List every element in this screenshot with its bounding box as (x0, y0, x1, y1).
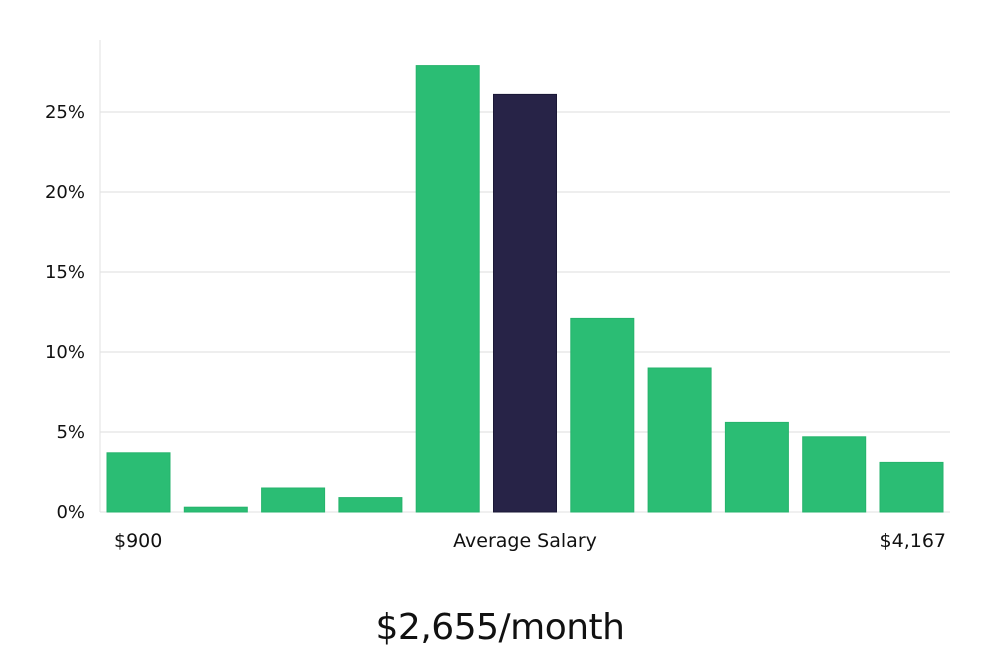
x-axis-labels: $900 Average Salary $4,167 (114, 530, 946, 552)
bar (415, 65, 480, 513)
x-label-min: $900 (114, 530, 162, 552)
y-tick-label: 0% (56, 502, 85, 523)
y-tick-label: 25% (45, 102, 85, 123)
x-label-max: $4,167 (880, 530, 946, 552)
y-tick-label: 20% (45, 182, 85, 203)
bar (879, 461, 944, 513)
bars (106, 65, 944, 513)
bar (570, 317, 635, 513)
bar (647, 367, 712, 513)
y-tick-label: 15% (45, 262, 85, 283)
average-salary-headline: $2,655/month (375, 607, 625, 648)
bar (338, 497, 403, 513)
y-tick-label: 10% (45, 342, 85, 363)
bar (106, 452, 171, 513)
salary-distribution-chart: 0% 5% 10% 15% 20% 25% $900 Average Salary $4,… (45, 40, 950, 552)
bar (724, 421, 789, 513)
bar (183, 506, 248, 513)
bar-average-salary (493, 93, 557, 513)
bar (261, 487, 326, 513)
y-tick-labels: 0% 5% 10% 15% 20% 25% (45, 102, 85, 523)
x-label-average: Average Salary (453, 530, 597, 552)
y-tick-label: 5% (56, 422, 85, 443)
bar (802, 436, 867, 513)
